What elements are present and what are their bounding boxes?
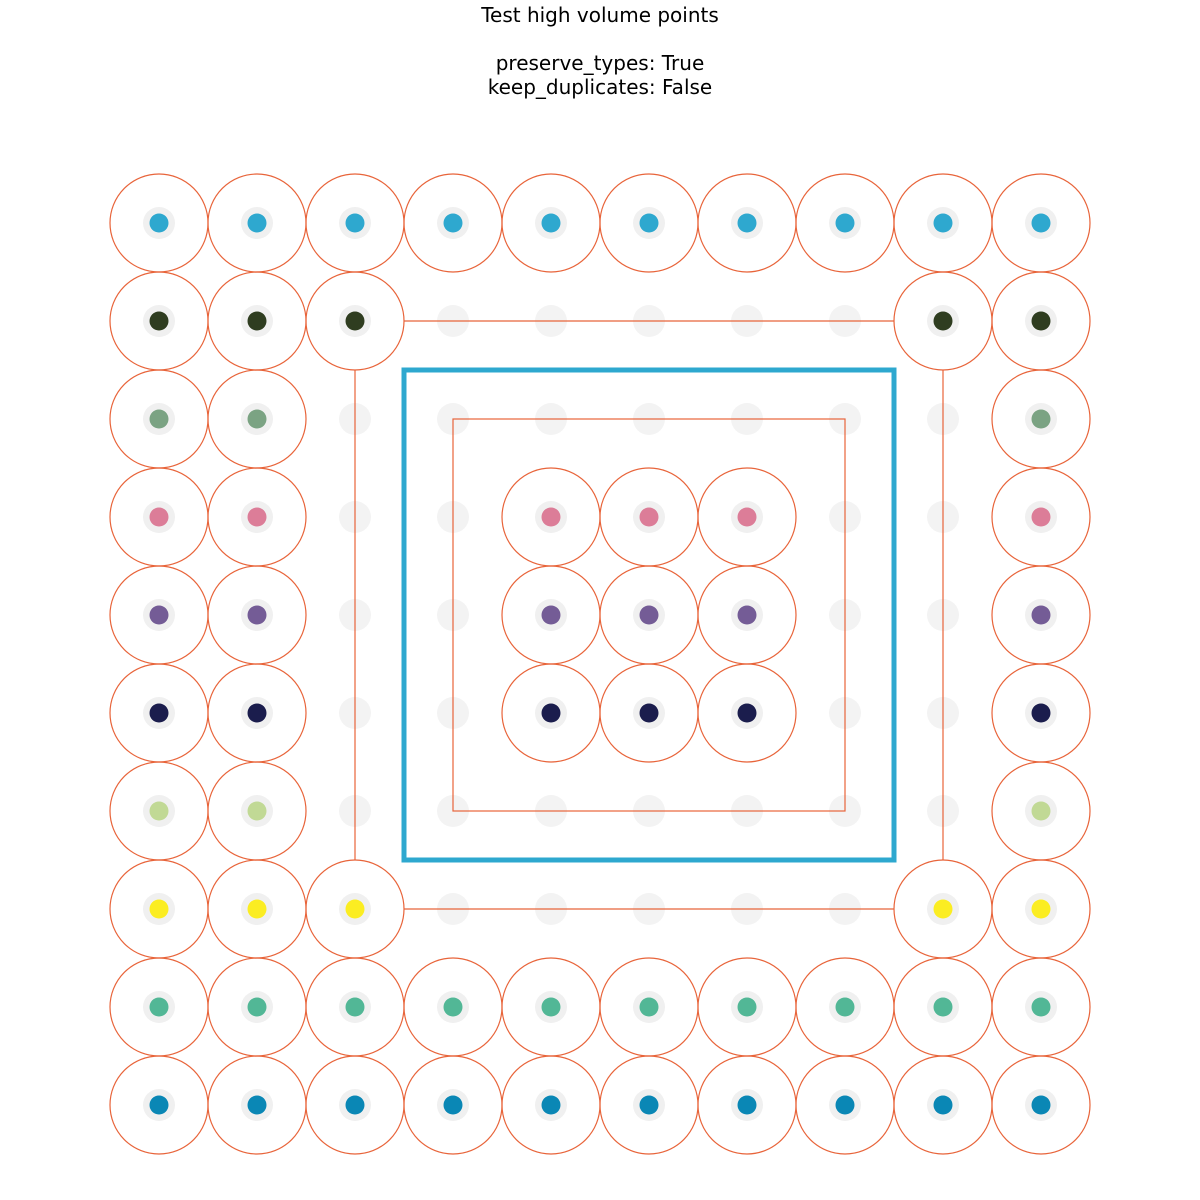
data-point <box>639 605 659 625</box>
data-point <box>639 703 659 723</box>
data-point <box>149 801 169 821</box>
data-point <box>247 409 267 429</box>
data-point <box>835 997 855 1017</box>
data-point <box>737 703 757 723</box>
data-point <box>345 899 365 919</box>
data-point <box>835 213 855 233</box>
data-point <box>443 997 463 1017</box>
data-point <box>1031 311 1051 331</box>
data-point <box>933 311 953 331</box>
data-point <box>345 213 365 233</box>
data-point <box>149 213 169 233</box>
chart-title-block: Test high volume points preserve_types: … <box>0 3 1200 99</box>
buffer-circle <box>697 663 797 763</box>
data-point <box>835 1095 855 1115</box>
inner-outline-rect <box>452 418 846 812</box>
data-point <box>933 1095 953 1115</box>
inner-box <box>401 367 897 863</box>
data-point <box>737 605 757 625</box>
data-point <box>345 997 365 1017</box>
data-point <box>1031 409 1051 429</box>
data-point <box>639 1095 659 1115</box>
data-point <box>247 1095 267 1115</box>
data-point <box>149 997 169 1017</box>
data-point <box>247 311 267 331</box>
data-point <box>737 997 757 1017</box>
data-point <box>443 1095 463 1115</box>
data-point <box>149 311 169 331</box>
data-point <box>541 1095 561 1115</box>
data-point <box>247 507 267 527</box>
data-point <box>149 409 169 429</box>
data-point <box>1031 899 1051 919</box>
data-point <box>149 605 169 625</box>
data-point <box>737 213 757 233</box>
data-point <box>149 1095 169 1115</box>
data-point <box>541 605 561 625</box>
data-point <box>1031 507 1051 527</box>
data-point <box>1031 801 1051 821</box>
data-point <box>541 213 561 233</box>
data-point <box>639 213 659 233</box>
inner-box-layer <box>401 367 897 863</box>
data-point <box>247 801 267 821</box>
chart-subtitle-line-2: keep_duplicates: False <box>487 75 713 99</box>
chart-title: Test high volume points <box>481 3 719 27</box>
data-point <box>933 997 953 1017</box>
data-point <box>933 899 953 919</box>
data-point <box>1031 1095 1051 1115</box>
data-point <box>247 213 267 233</box>
data-point <box>1031 213 1051 233</box>
ghost-points-layer <box>339 305 959 925</box>
data-point <box>247 899 267 919</box>
data-point <box>737 507 757 527</box>
data-point <box>1031 703 1051 723</box>
data-point <box>149 703 169 723</box>
data-points-layer <box>143 207 1057 1121</box>
data-point <box>1031 997 1051 1017</box>
data-point <box>541 703 561 723</box>
data-point <box>541 507 561 527</box>
data-point <box>639 507 659 527</box>
data-point <box>541 997 561 1017</box>
data-point <box>345 311 365 331</box>
data-point <box>149 899 169 919</box>
data-point <box>443 213 463 233</box>
data-point <box>149 507 169 527</box>
data-point <box>247 703 267 723</box>
data-point <box>737 1095 757 1115</box>
buffer-circle <box>991 1055 1091 1155</box>
data-point <box>247 605 267 625</box>
data-point <box>247 997 267 1017</box>
data-point <box>639 997 659 1017</box>
chart-subtitle-line-1: preserve_types: True <box>495 51 705 75</box>
data-point <box>1031 605 1051 625</box>
buffer-outlines-layer <box>109 173 1091 1155</box>
data-point <box>933 213 953 233</box>
data-point <box>345 1095 365 1115</box>
